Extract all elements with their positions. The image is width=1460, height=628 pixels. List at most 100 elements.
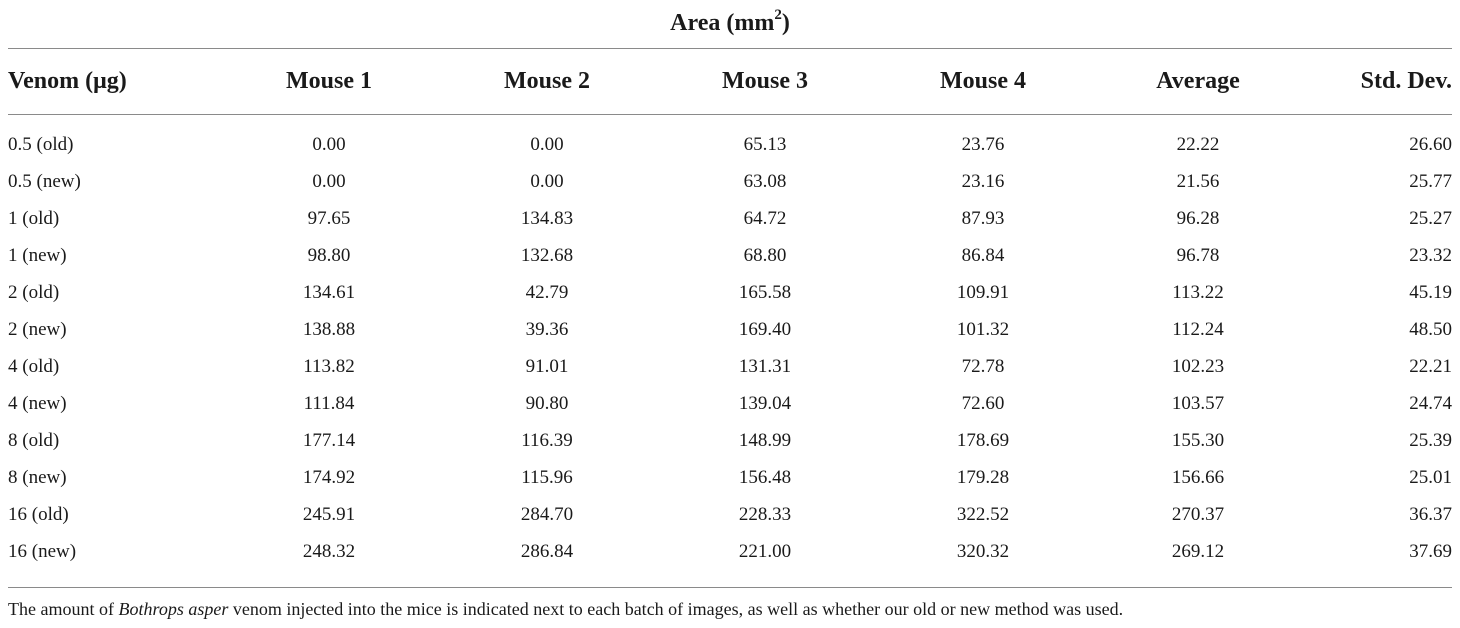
average-cell: 21.56 (1176, 170, 1220, 192)
table-row: 2 (old) 134.61 42.79 165.58 109.91 113.22 45.1… (8, 274, 1452, 311)
mouse-1-cell: 248.32 (302, 540, 356, 562)
mouse-2-cell: 115.96 (521, 466, 573, 488)
mouse-1-cell: 111.84 (303, 392, 355, 414)
mouse-4-cell: 87.93 (961, 207, 1005, 229)
std-dev-cell: 37.69 (1409, 540, 1452, 562)
average-cell: 156.66 (1171, 466, 1225, 488)
mouse-2-cell: 42.79 (525, 281, 569, 303)
mouse-4-cell: 322.52 (956, 503, 1010, 525)
mouse-3-cell: 228.33 (738, 503, 792, 525)
table-row: 16 (new) 248.32 286.84 221.00 320.32 269.12 37… (8, 533, 1452, 570)
area-header-label: Area (mm (670, 10, 775, 36)
venom-cell: 4 (old) (8, 355, 60, 377)
mouse-1-cell: 97.65 (307, 207, 351, 229)
venom-cell: 8 (new) (8, 466, 67, 488)
std-dev-cell: 26.60 (1409, 133, 1452, 155)
column-header-std-dev: Std. Dev. (1360, 68, 1452, 94)
mouse-1-cell: 113.82 (303, 355, 355, 377)
column-header-mouse-2: Mouse 2 (504, 68, 590, 94)
mouse-2-cell: 132.68 (520, 244, 574, 266)
top-rule (8, 48, 1452, 49)
table-row: 0.5 (new) 0.00 0.00 63.08 23.16 21.56 25.77 (8, 163, 1452, 200)
mouse-4-cell: 86.84 (961, 244, 1005, 266)
average-cell: 155.30 (1171, 429, 1225, 451)
mouse-1-cell: 245.91 (302, 503, 356, 525)
header-rule (8, 114, 1452, 115)
std-dev-cell: 22.21 (1409, 355, 1452, 377)
mouse-1-cell: 134.61 (302, 281, 356, 303)
std-dev-cell: 48.50 (1409, 318, 1452, 340)
mouse-2-cell: 134.83 (520, 207, 574, 229)
venom-cell: 1 (new) (8, 244, 67, 266)
mouse-3-cell: 169.40 (738, 318, 792, 340)
std-dev-cell: 24.74 (1409, 392, 1452, 414)
venom-cell: 1 (old) (8, 207, 60, 229)
mouse-4-cell: 320.32 (956, 540, 1010, 562)
std-dev-cell: 25.01 (1409, 466, 1452, 488)
column-header-mouse-3: Mouse 3 (722, 68, 808, 94)
table-row: 4 (new) 111.84 90.80 139.04 72.60 103.57 24.74 (8, 385, 1452, 422)
mouse-2-cell: 0.00 (530, 133, 564, 155)
table-row: 16 (old) 245.91 284.70 228.33 322.52 270.37 36… (8, 496, 1452, 533)
table-footnote: The amount of Bothrops asper venom injec… (8, 596, 1123, 622)
area-header-superscript: 2 (774, 7, 782, 23)
mouse-1-cell: 177.14 (302, 429, 356, 451)
mouse-4-cell: 179.28 (956, 466, 1010, 488)
data-table: Venom (μg) Mouse 1 Mouse 2 Mouse 3 Mouse… (8, 49, 1452, 570)
venom-cell: 0.5 (new) (8, 170, 81, 192)
mouse-2-cell: 39.36 (525, 318, 569, 340)
column-header-mouse-4: Mouse 4 (940, 68, 1026, 94)
mouse-2-cell: 116.39 (521, 429, 573, 451)
average-cell: 113.22 (1172, 281, 1224, 303)
column-header-venom: Venom (μg) (8, 68, 127, 94)
mouse-4-cell: 72.60 (961, 392, 1005, 414)
column-header-average: Average (1156, 68, 1240, 94)
std-dev-cell: 36.37 (1409, 503, 1452, 525)
mouse-3-cell: 68.80 (743, 244, 787, 266)
average-cell: 269.12 (1171, 540, 1225, 562)
mouse-3-cell: 64.72 (743, 207, 787, 229)
mouse-4-cell: 178.69 (956, 429, 1010, 451)
table-row: 1 (new) 98.80 132.68 68.80 86.84 96.78 23.32 (8, 237, 1452, 274)
venom-cell: 2 (old) (8, 281, 60, 303)
venom-cell: 2 (new) (8, 318, 67, 340)
venom-cell: 0.5 (old) (8, 133, 74, 155)
mouse-3-cell: 131.31 (738, 355, 792, 377)
venom-cell: 4 (new) (8, 392, 67, 414)
mouse-2-cell: 286.84 (520, 540, 574, 562)
header-row: Venom (μg) Mouse 1 Mouse 2 Mouse 3 Mouse… (8, 49, 1452, 114)
mouse-3-cell: 65.13 (743, 133, 787, 155)
average-cell: 270.37 (1171, 503, 1225, 525)
std-dev-cell: 23.32 (1409, 244, 1452, 266)
footnote-suffix: venom injected into the mice is indicate… (228, 599, 1124, 619)
mouse-3-cell: 63.08 (743, 170, 787, 192)
area-header: Area (mm2) (0, 6, 1460, 40)
table-row: 1 (old) 97.65 134.83 64.72 87.93 96.28 25.27 (8, 200, 1452, 237)
venom-cell: 16 (new) (8, 540, 77, 562)
mouse-2-cell: 0.00 (530, 170, 564, 192)
table-row: 8 (new) 174.92 115.96 156.48 179.28 156.66 25.… (8, 459, 1452, 496)
mouse-1-cell: 138.88 (302, 318, 356, 340)
mouse-3-cell: 165.58 (738, 281, 792, 303)
average-cell: 102.23 (1171, 355, 1225, 377)
table-row: 4 (old) 113.82 91.01 131.31 72.78 102.23 22.21 (8, 348, 1452, 385)
venom-cell: 16 (old) (8, 503, 69, 525)
mouse-3-cell: 148.99 (738, 429, 792, 451)
mouse-2-cell: 284.70 (520, 503, 574, 525)
mouse-3-cell: 156.48 (738, 466, 792, 488)
footnote-prefix: The amount of (8, 599, 119, 619)
mouse-3-cell: 221.00 (738, 540, 792, 562)
mouse-1-cell: 0.00 (312, 170, 346, 192)
footnote-species: Bothrops asper (118, 599, 229, 619)
average-cell: 96.78 (1176, 244, 1220, 266)
mouse-2-cell: 90.80 (525, 392, 569, 414)
mouse-1-cell: 98.80 (307, 244, 351, 266)
table-row: 0.5 (old) 0.00 0.00 65.13 23.76 22.22 26.60 (8, 114, 1452, 163)
table-body: 0.5 (old) 0.00 0.00 65.13 23.76 22.22 26.60 0.5… (8, 114, 1452, 570)
average-cell: 22.22 (1176, 133, 1220, 155)
std-dev-cell: 25.77 (1409, 170, 1452, 192)
mouse-4-cell: 101.32 (956, 318, 1010, 340)
average-cell: 112.24 (1172, 318, 1224, 340)
mouse-1-cell: 174.92 (302, 466, 356, 488)
mouse-4-cell: 23.16 (961, 170, 1005, 192)
